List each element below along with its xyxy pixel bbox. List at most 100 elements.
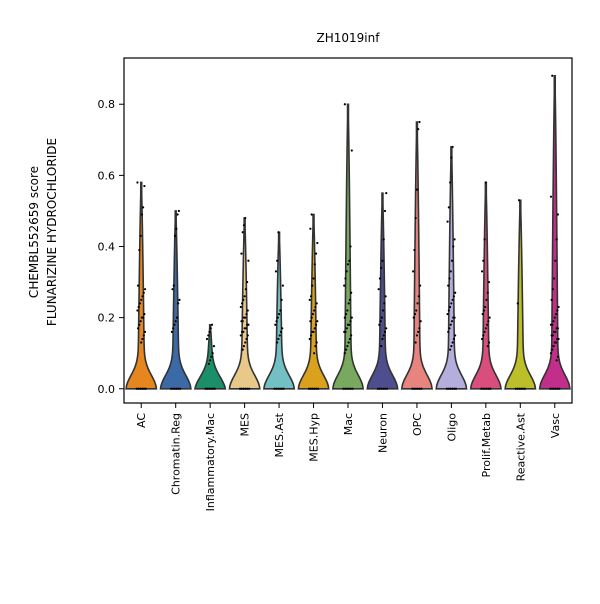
point-MES.Ast: [276, 341, 279, 344]
point-Mac: [348, 259, 351, 262]
x-tick-label: MES.Ast: [273, 412, 286, 457]
point-MES: [242, 387, 245, 390]
point-Chromatin.Reg: [177, 387, 180, 390]
point-OPC: [418, 120, 421, 124]
point-MES.Hyp: [311, 387, 314, 390]
point-AC: [142, 387, 146, 390]
point-Chromatin.Reg: [178, 298, 181, 301]
point-Mac: [344, 387, 347, 390]
point-MES.Hyp: [308, 298, 311, 301]
point-MES.Hyp: [310, 316, 313, 319]
y-axis-label-line-2: FLUNARIZINE HYDROCHLORIDE: [45, 138, 59, 326]
point-OPC: [417, 295, 420, 298]
point-Vasc: [551, 74, 554, 77]
point-Mac: [345, 270, 348, 273]
y-axis-label: CHEMBL552659 score FLUNARIZINE HYDROCHLO…: [27, 138, 59, 326]
x-tick-label: MES: [239, 413, 252, 436]
point-Oligo: [448, 327, 451, 330]
point-Oligo: [449, 387, 452, 390]
point-AC: [143, 312, 146, 316]
point-MES.Hyp: [308, 337, 311, 341]
point-Reactive.Ast: [521, 387, 525, 390]
point-Prolif.Metab: [484, 181, 487, 184]
point-Prolif.Metab: [487, 387, 490, 390]
point-OPC: [415, 334, 419, 337]
point-Vasc: [550, 298, 553, 301]
point-MES: [246, 280, 249, 284]
point-MES.Hyp: [313, 309, 316, 312]
point-OPC: [416, 302, 419, 305]
point-Mac: [345, 387, 349, 390]
point-Vasc: [553, 277, 556, 280]
point-MES.Ast: [275, 387, 278, 390]
point-MES: [242, 316, 246, 319]
point-Inflammatory.Mac: [204, 387, 207, 390]
point-Reactive.Ast: [516, 302, 519, 305]
point-OPC: [413, 248, 416, 252]
point-Vasc: [552, 387, 555, 390]
point-Vasc: [556, 355, 560, 358]
point-Neuron: [380, 316, 383, 319]
point-AC: [142, 291, 145, 294]
point-Chromatin.Reg: [177, 302, 180, 305]
point-AC: [141, 337, 144, 341]
point-MES.Hyp: [314, 252, 318, 255]
point-Oligo: [454, 334, 457, 337]
point-Mac: [345, 312, 348, 316]
point-Prolif.Metab: [486, 344, 489, 348]
point-Mac: [350, 316, 353, 319]
point-Oligo: [450, 302, 453, 305]
y-tick-label: 0.4: [98, 241, 116, 254]
point-MES: [244, 288, 247, 291]
point-Oligo: [447, 206, 450, 209]
point-AC: [137, 305, 140, 309]
point-Prolif.Metab: [487, 320, 490, 323]
point-Oligo: [452, 245, 455, 248]
point-Neuron: [378, 277, 382, 280]
point-Mac: [349, 245, 352, 248]
point-MES: [242, 344, 246, 348]
x-tick-label: OPC: [411, 413, 424, 436]
point-MES.Ast: [277, 231, 280, 234]
point-Neuron: [382, 238, 385, 241]
point-OPC: [414, 216, 417, 220]
y-tick-label: 0.0: [98, 383, 116, 396]
point-Inflammatory.Mac: [208, 330, 211, 333]
point-Reactive.Ast: [516, 387, 519, 390]
point-MES: [245, 337, 248, 341]
point-Vasc: [549, 352, 553, 355]
y-tick-label: 0.8: [98, 98, 116, 111]
point-Oligo: [454, 387, 458, 390]
point-Inflammatory.Mac: [210, 355, 213, 358]
point-MES.Ast: [282, 387, 285, 390]
point-MES: [240, 387, 243, 390]
point-Chromatin.Reg: [175, 316, 179, 319]
point-MES.Hyp: [316, 387, 320, 390]
point-Reactive.Ast: [518, 387, 521, 390]
point-Neuron: [378, 323, 381, 326]
point-MES.Hyp: [309, 295, 313, 298]
point-AC: [143, 288, 147, 291]
point-Vasc: [555, 238, 558, 241]
violin-MES: [228, 217, 261, 390]
point-Prolif.Metab: [483, 387, 487, 390]
point-MES.Hyp: [314, 344, 317, 348]
point-OPC: [418, 284, 422, 287]
point-Mac: [349, 387, 352, 390]
point-Neuron: [381, 259, 384, 262]
point-Vasc: [549, 387, 552, 390]
point-MES.Hyp: [309, 387, 312, 390]
point-Vasc: [556, 309, 559, 312]
point-MES.Hyp: [316, 241, 319, 245]
violin-OPC: [400, 121, 434, 390]
point-Prolif.Metab: [480, 387, 483, 390]
point-AC: [140, 341, 143, 344]
point-Inflammatory.Mac: [207, 334, 210, 337]
point-Prolif.Metab: [484, 305, 487, 309]
point-Prolif.Metab: [483, 330, 486, 333]
point-Inflammatory.Mac: [206, 387, 209, 390]
x-tick-label: AC: [135, 413, 148, 428]
point-Vasc: [555, 327, 558, 330]
point-Prolif.Metab: [480, 337, 484, 341]
